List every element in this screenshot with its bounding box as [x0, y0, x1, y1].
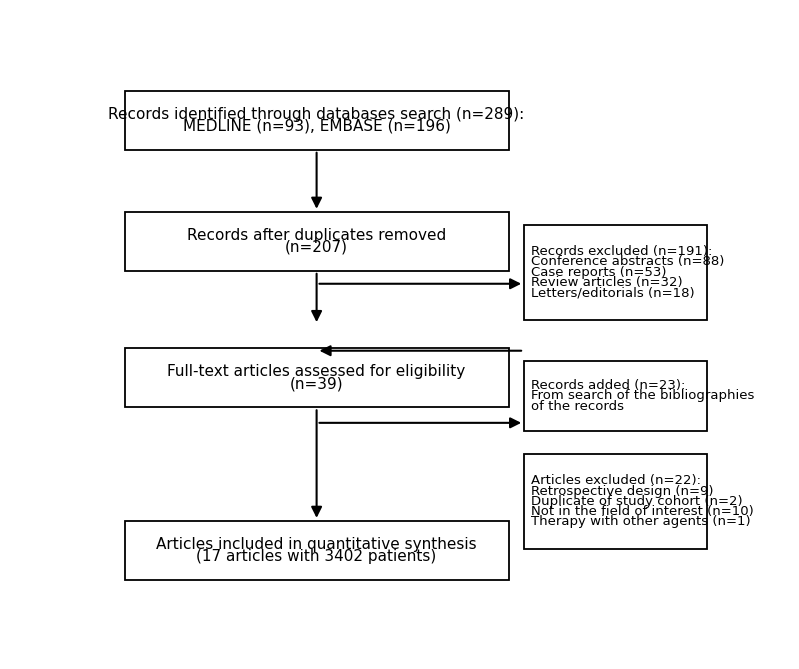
Text: Letters/editorials (n=18): Letters/editorials (n=18)	[531, 286, 695, 299]
Text: of the records: of the records	[531, 399, 625, 413]
Text: Retrospective design (n=9): Retrospective design (n=9)	[531, 484, 714, 498]
Text: MEDLINE (n=93), EMBASE (n=196): MEDLINE (n=93), EMBASE (n=196)	[183, 118, 451, 134]
Text: Records identified through databases search (n=289):: Records identified through databases sea…	[109, 107, 525, 122]
Bar	[125, 348, 509, 407]
Bar	[524, 361, 707, 431]
Text: Conference abstracts (n=88): Conference abstracts (n=88)	[531, 256, 725, 268]
Bar	[524, 225, 707, 320]
Text: Duplicate of study cohort (n=2): Duplicate of study cohort (n=2)	[531, 495, 743, 508]
Text: Records added (n=23):: Records added (n=23):	[531, 379, 686, 392]
Text: Full-text articles assessed for eligibility: Full-text articles assessed for eligibil…	[168, 365, 466, 379]
Text: Articles excluded (n=22):: Articles excluded (n=22):	[531, 474, 702, 488]
Bar	[125, 90, 509, 150]
Text: (17 articles with 3402 patients): (17 articles with 3402 patients)	[197, 549, 437, 564]
Bar	[125, 211, 509, 271]
Text: Records after duplicates removed: Records after duplicates removed	[187, 228, 446, 243]
Text: Records excluded (n=191):: Records excluded (n=191):	[531, 245, 713, 258]
Text: Not in the field of interest (n=10): Not in the field of interest (n=10)	[531, 505, 754, 518]
Bar	[524, 454, 707, 549]
Text: (n=207): (n=207)	[285, 240, 348, 255]
Text: From search of the bibliographies: From search of the bibliographies	[531, 389, 755, 402]
Text: Therapy with other agents (n=1): Therapy with other agents (n=1)	[531, 515, 751, 529]
Text: Review articles (n=32): Review articles (n=32)	[531, 276, 683, 289]
Text: Articles included in quantitative synthesis: Articles included in quantitative synthe…	[157, 537, 477, 552]
Bar	[125, 520, 509, 580]
Text: Case reports (n=53): Case reports (n=53)	[531, 266, 667, 279]
Text: (n=39): (n=39)	[290, 376, 344, 391]
